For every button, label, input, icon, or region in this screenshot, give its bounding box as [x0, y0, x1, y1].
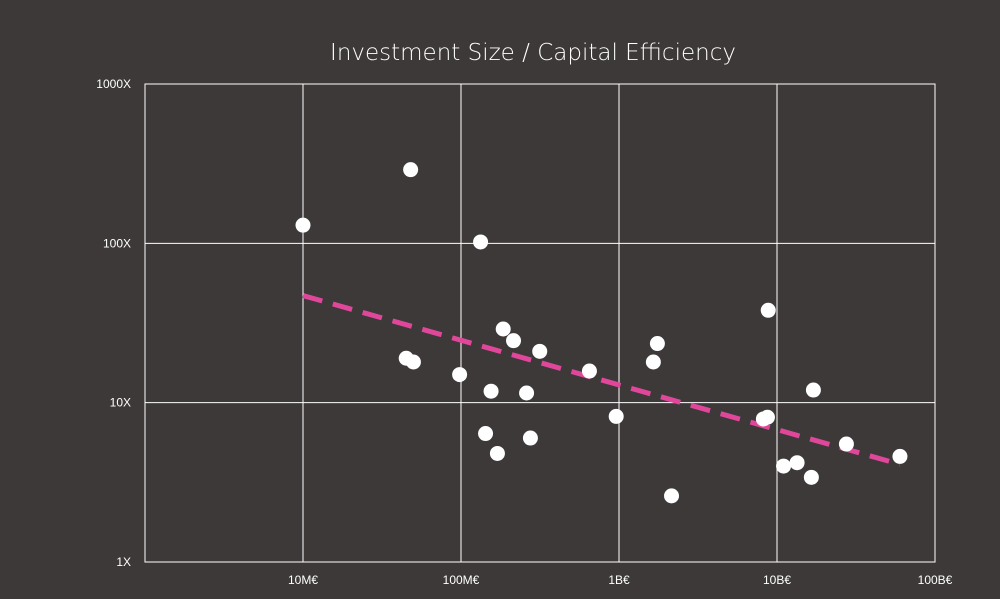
y-axis-ticks: 1X 10X 100X 1000X [96, 77, 131, 569]
data-point [295, 217, 311, 233]
x-axis-ticks: 10M€ 100M€ 1B€ 10B€ 100B€ [288, 573, 953, 587]
trendline [302, 293, 901, 467]
data-point [803, 469, 819, 485]
data-point [838, 436, 854, 452]
data-point [522, 430, 538, 446]
y-tick-label: 1000X [96, 77, 131, 91]
data-point [645, 354, 661, 370]
x-tick-label: 100M€ [443, 573, 480, 587]
data-point [664, 488, 680, 504]
data-point [405, 354, 421, 370]
data-point [489, 445, 505, 461]
data-point [483, 383, 499, 399]
x-tick-label: 10M€ [288, 573, 318, 587]
x-tick-label: 10B€ [763, 573, 791, 587]
data-point [532, 343, 548, 359]
data-point [892, 448, 908, 464]
data-point [495, 321, 511, 337]
data-point [805, 382, 821, 398]
data-point [506, 333, 522, 349]
data-point [581, 363, 597, 379]
data-point [452, 367, 468, 383]
plot-area-frame [144, 83, 936, 563]
data-point [759, 409, 775, 425]
data-points [295, 162, 908, 504]
data-point [789, 455, 805, 471]
data-point [776, 458, 792, 474]
x-tick-label: 1B€ [608, 573, 630, 587]
data-point [478, 426, 494, 442]
y-tick-label: 10X [110, 396, 131, 410]
data-point [649, 336, 665, 352]
trendline-group [302, 293, 901, 467]
grid-lines [145, 84, 935, 562]
chart-title: Investment Size / Capital Efficiency [330, 40, 736, 66]
data-point [608, 408, 624, 424]
data-point [519, 385, 535, 401]
x-tick-label: 100B€ [918, 573, 953, 587]
y-tick-label: 100X [103, 236, 131, 250]
data-point [760, 302, 776, 318]
y-tick-label: 1X [116, 555, 131, 569]
data-point [403, 162, 419, 178]
data-point [473, 234, 489, 250]
